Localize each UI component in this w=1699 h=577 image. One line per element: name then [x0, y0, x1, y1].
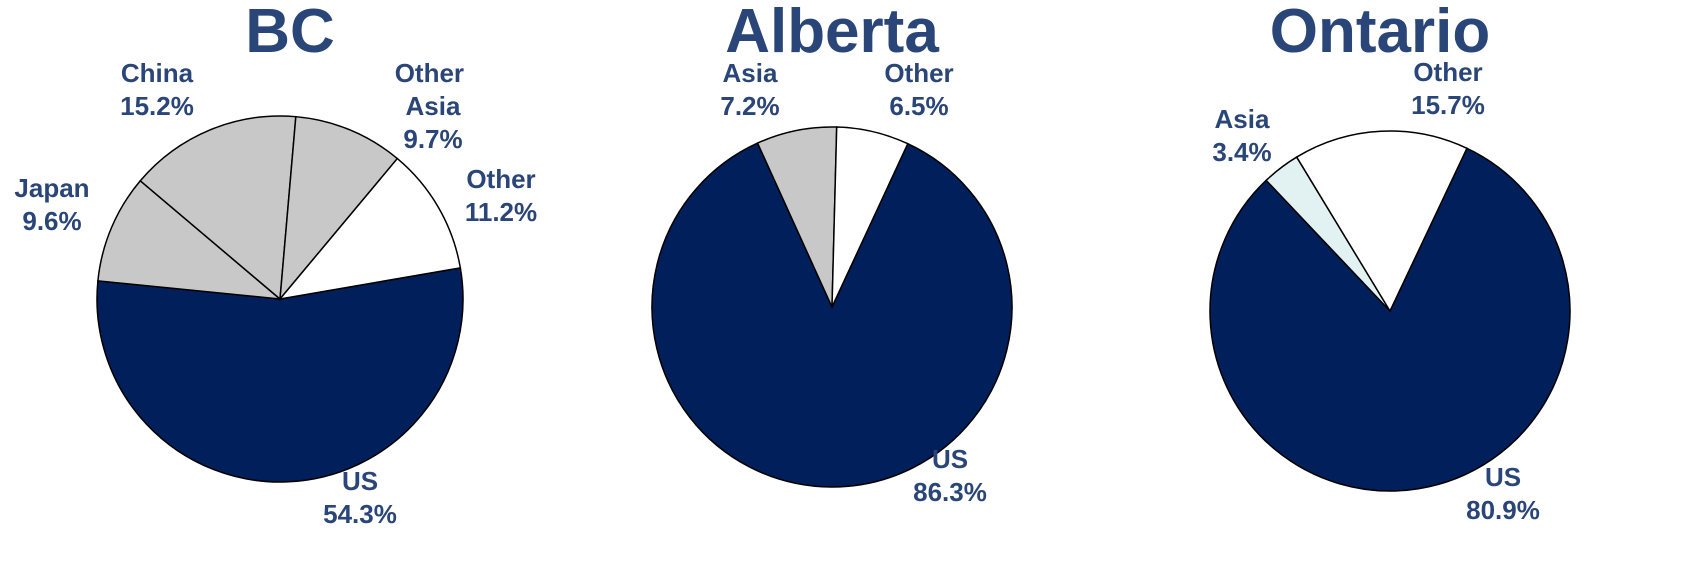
slice-label-line: Other: [884, 58, 953, 88]
slice-label: Asia: [723, 58, 778, 88]
slice-label: US: [1485, 462, 1521, 492]
slice-label-line: US: [1485, 462, 1521, 492]
slice-value: 11.2%: [465, 197, 537, 227]
slice-label-line: US: [932, 444, 968, 474]
pie-slice: [831, 126, 909, 308]
slice-label: US: [342, 466, 378, 496]
slice-value: 15.7%: [1411, 90, 1485, 120]
slice-value: 3.4%: [1212, 137, 1271, 167]
slice-value: 9.7%: [403, 124, 462, 154]
slice-label-line: China: [121, 58, 194, 88]
pie-slice: [97, 179, 283, 300]
slice-value: 6.5%: [889, 91, 948, 121]
pie-slice: [651, 142, 1013, 488]
slice-label-line: Other: [395, 58, 472, 88]
slice-label-line: Other: [1413, 57, 1482, 87]
slice-label: Other Asia: [395, 58, 472, 121]
slice-label: Other: [466, 164, 535, 194]
slice-label: China: [121, 58, 194, 88]
slice-value: 86.3%: [913, 477, 987, 507]
slice-label: Other: [1413, 57, 1482, 87]
pie-slice: [278, 157, 462, 301]
slice-label: US: [932, 444, 968, 474]
slice-value: 80.9%: [1466, 495, 1540, 525]
slice-value: 7.2%: [720, 91, 779, 121]
slice-label-line: Asia: [406, 91, 461, 121]
chart-title: Alberta: [725, 0, 939, 66]
slice-label: Japan: [14, 173, 89, 203]
slice-label: Other: [884, 58, 953, 88]
pie-slice: [1209, 147, 1571, 492]
slice-label: Asia: [1215, 104, 1270, 134]
slice-value: 15.2%: [120, 91, 194, 121]
pie-slice: [279, 115, 399, 302]
pie-slice: [1295, 130, 1468, 313]
chart-title: BC: [245, 0, 335, 66]
slice-value: 9.6%: [22, 206, 81, 236]
slice-label-line: Japan: [14, 173, 89, 203]
slice-label-line: US: [342, 466, 378, 496]
pie-slice: [139, 115, 297, 301]
slice-label-line: Asia: [1215, 104, 1270, 134]
slice-label-line: Other: [466, 164, 535, 194]
pie-slice: [96, 266, 464, 483]
slice-value: 54.3%: [323, 499, 397, 529]
chart-title: Ontario: [1270, 0, 1490, 66]
slice-label-line: Asia: [723, 58, 778, 88]
